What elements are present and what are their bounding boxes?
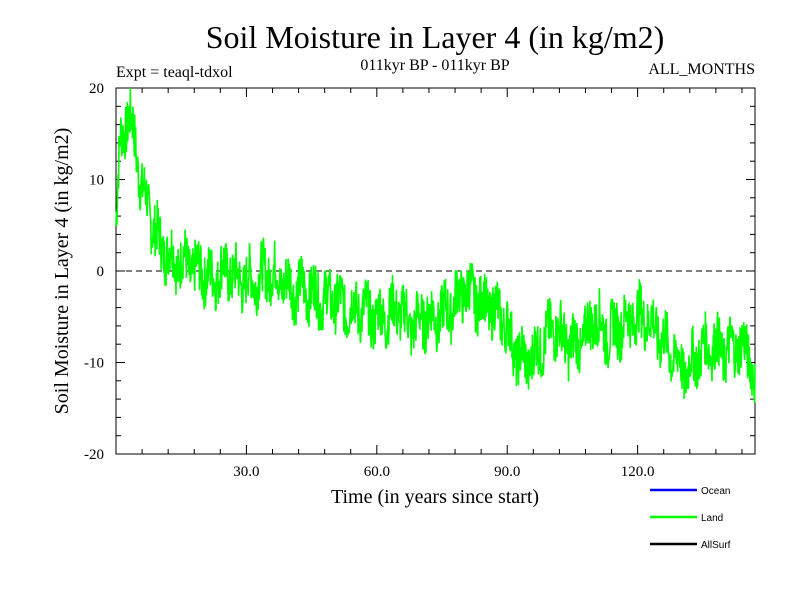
y-tick-label: -20 — [84, 447, 104, 463]
y-tick-label: 20 — [89, 81, 104, 97]
x-tick-label: 30.0 — [233, 464, 259, 480]
legend-label-ocean: Ocean — [701, 486, 730, 497]
y-tick-label: -10 — [84, 356, 104, 372]
x-axis-label: Time (in years since start) — [331, 486, 539, 508]
period-label: 011kyr BP - 011kyr BP — [360, 57, 509, 74]
y-tick-label: 0 — [97, 264, 105, 280]
legend: Ocean Land AllSurf — [650, 486, 731, 551]
legend-label-allsurf: AllSurf — [701, 540, 731, 551]
x-tick-label: 90.0 — [494, 464, 520, 480]
months-label: ALL_MONTHS — [648, 61, 755, 78]
plot-area: 30.0 60.0 90.0 120.0 -20 -10 0 10 20 — [84, 81, 756, 480]
y-axis-label: Soil Moisture in Layer 4 (in kg/m2) — [51, 128, 73, 415]
x-tick-label: 120.0 — [621, 464, 655, 480]
experiment-label: Expt = teaql-tdxol — [116, 64, 233, 81]
y-tick-label: 10 — [89, 173, 104, 189]
x-tick-label: 60.0 — [364, 464, 390, 480]
series-line-land — [115, 87, 756, 404]
legend-label-land: Land — [701, 513, 723, 524]
chart-title: Soil Moisture in Layer 4 (in kg/m2) — [206, 19, 665, 55]
